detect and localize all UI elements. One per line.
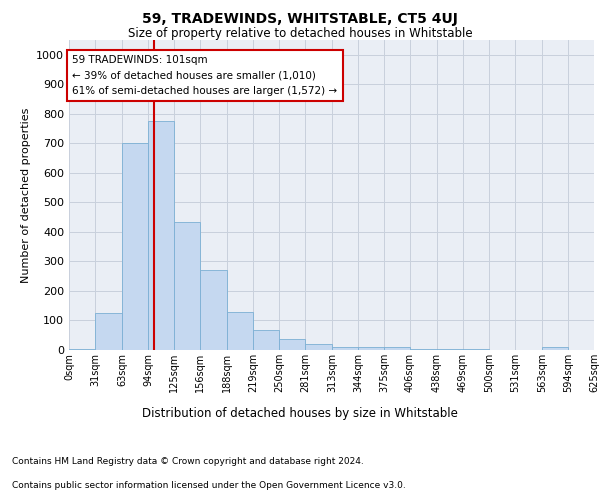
Text: Size of property relative to detached houses in Whitstable: Size of property relative to detached ho… [128,28,472,40]
Bar [358,347,384,350]
Bar [279,339,305,350]
Bar [410,348,437,350]
Bar [332,347,358,350]
Bar [463,348,489,350]
Text: Contains HM Land Registry data © Crown copyright and database right 2024.: Contains HM Land Registry data © Crown c… [12,458,364,466]
Text: 59, TRADEWINDS, WHITSTABLE, CT5 4UJ: 59, TRADEWINDS, WHITSTABLE, CT5 4UJ [142,12,458,26]
Bar [174,222,200,350]
Text: 59 TRADEWINDS: 101sqm
← 39% of detached houses are smaller (1,010)
61% of semi-d: 59 TRADEWINDS: 101sqm ← 39% of detached … [73,55,337,96]
Bar [122,144,148,350]
Bar [69,348,95,350]
Bar [437,348,463,350]
Y-axis label: Number of detached properties: Number of detached properties [20,108,31,282]
Bar [305,344,332,350]
Text: Distribution of detached houses by size in Whitstable: Distribution of detached houses by size … [142,408,458,420]
Text: Contains public sector information licensed under the Open Government Licence v3: Contains public sector information licen… [12,481,406,490]
Bar [95,313,122,350]
Bar [542,347,568,350]
Bar [227,312,253,350]
Bar [148,121,174,350]
Bar [384,347,410,350]
Bar [253,330,279,350]
Bar [200,270,227,350]
